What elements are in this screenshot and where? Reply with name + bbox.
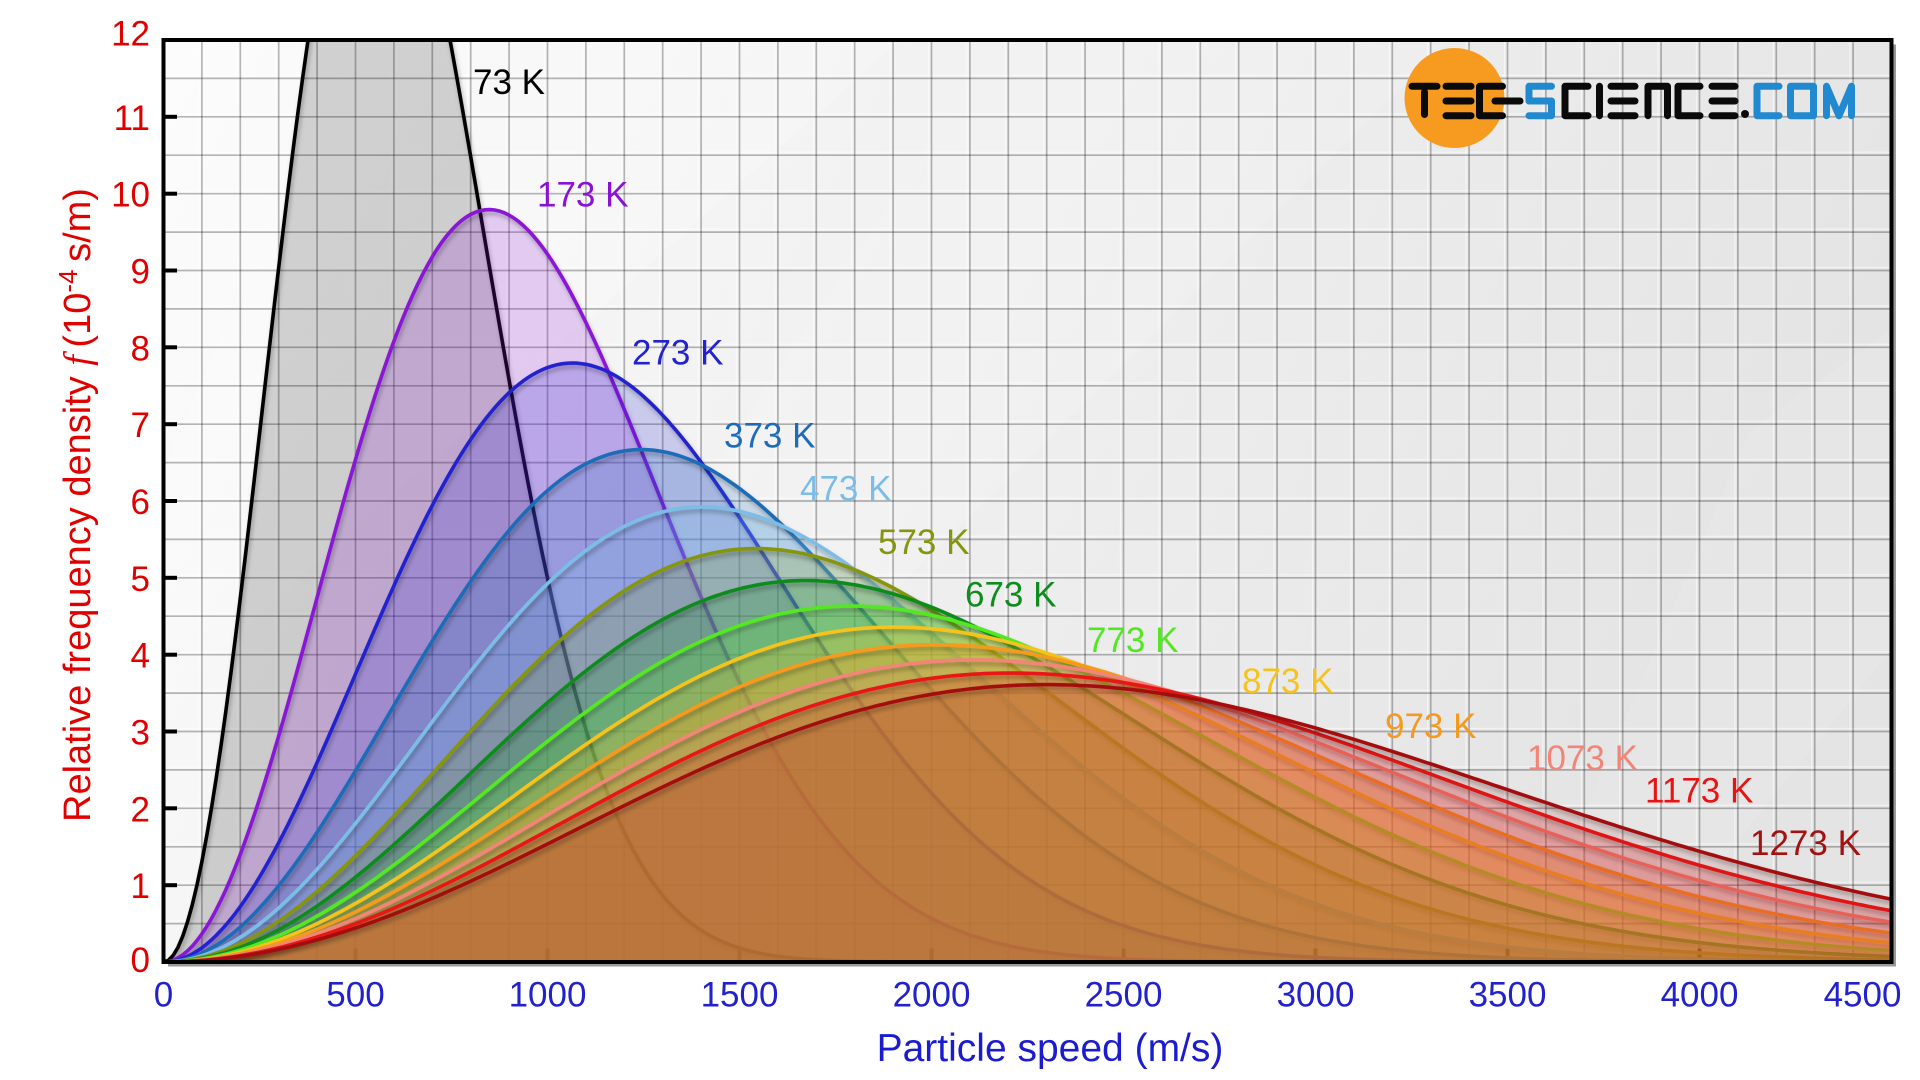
svg-text:Relative frequency density f (: Relative frequency density f (10-4 s/m): [53, 188, 99, 822]
svg-text:3000: 3000: [1277, 976, 1355, 1015]
svg-text:73 K: 73 K: [473, 63, 545, 102]
svg-text:0: 0: [131, 941, 150, 980]
svg-text:1073 K: 1073 K: [1527, 739, 1638, 778]
svg-text:873 K: 873 K: [1242, 662, 1333, 701]
svg-text:473 K: 473 K: [800, 470, 891, 509]
svg-text:3: 3: [131, 714, 150, 753]
svg-text:973 K: 973 K: [1385, 707, 1476, 746]
svg-text:373 K: 373 K: [724, 417, 815, 456]
svg-text:9: 9: [131, 253, 150, 292]
svg-text:Particle speed (m/s): Particle speed (m/s): [877, 1027, 1224, 1070]
svg-text:8: 8: [131, 329, 150, 368]
svg-text:10: 10: [111, 176, 150, 215]
svg-text:2000: 2000: [893, 976, 971, 1015]
svg-text:4000: 4000: [1661, 976, 1739, 1015]
svg-text:4500: 4500: [1824, 976, 1902, 1015]
svg-text:573 K: 573 K: [878, 523, 969, 562]
svg-text:173 K: 173 K: [537, 176, 628, 215]
svg-text:6: 6: [131, 483, 150, 522]
svg-text:1500: 1500: [701, 976, 779, 1015]
svg-text:673 K: 673 K: [965, 576, 1056, 615]
svg-text:1173 K: 1173 K: [1645, 772, 1753, 811]
svg-text:11: 11: [114, 99, 150, 138]
svg-text:1: 1: [131, 867, 150, 906]
svg-text:4: 4: [131, 637, 150, 676]
svg-text:773 K: 773 K: [1087, 621, 1178, 660]
svg-text:3500: 3500: [1469, 976, 1547, 1015]
svg-text:1273 K: 1273 K: [1750, 824, 1861, 863]
svg-text:273 K: 273 K: [632, 334, 723, 373]
svg-text:2: 2: [131, 790, 150, 829]
svg-text:5: 5: [131, 560, 150, 599]
svg-text:0: 0: [154, 976, 173, 1015]
svg-text:1000: 1000: [509, 976, 587, 1015]
svg-text:2500: 2500: [1085, 976, 1163, 1015]
svg-text:500: 500: [326, 976, 384, 1015]
svg-text:12: 12: [111, 15, 150, 54]
svg-text:7: 7: [131, 406, 150, 445]
